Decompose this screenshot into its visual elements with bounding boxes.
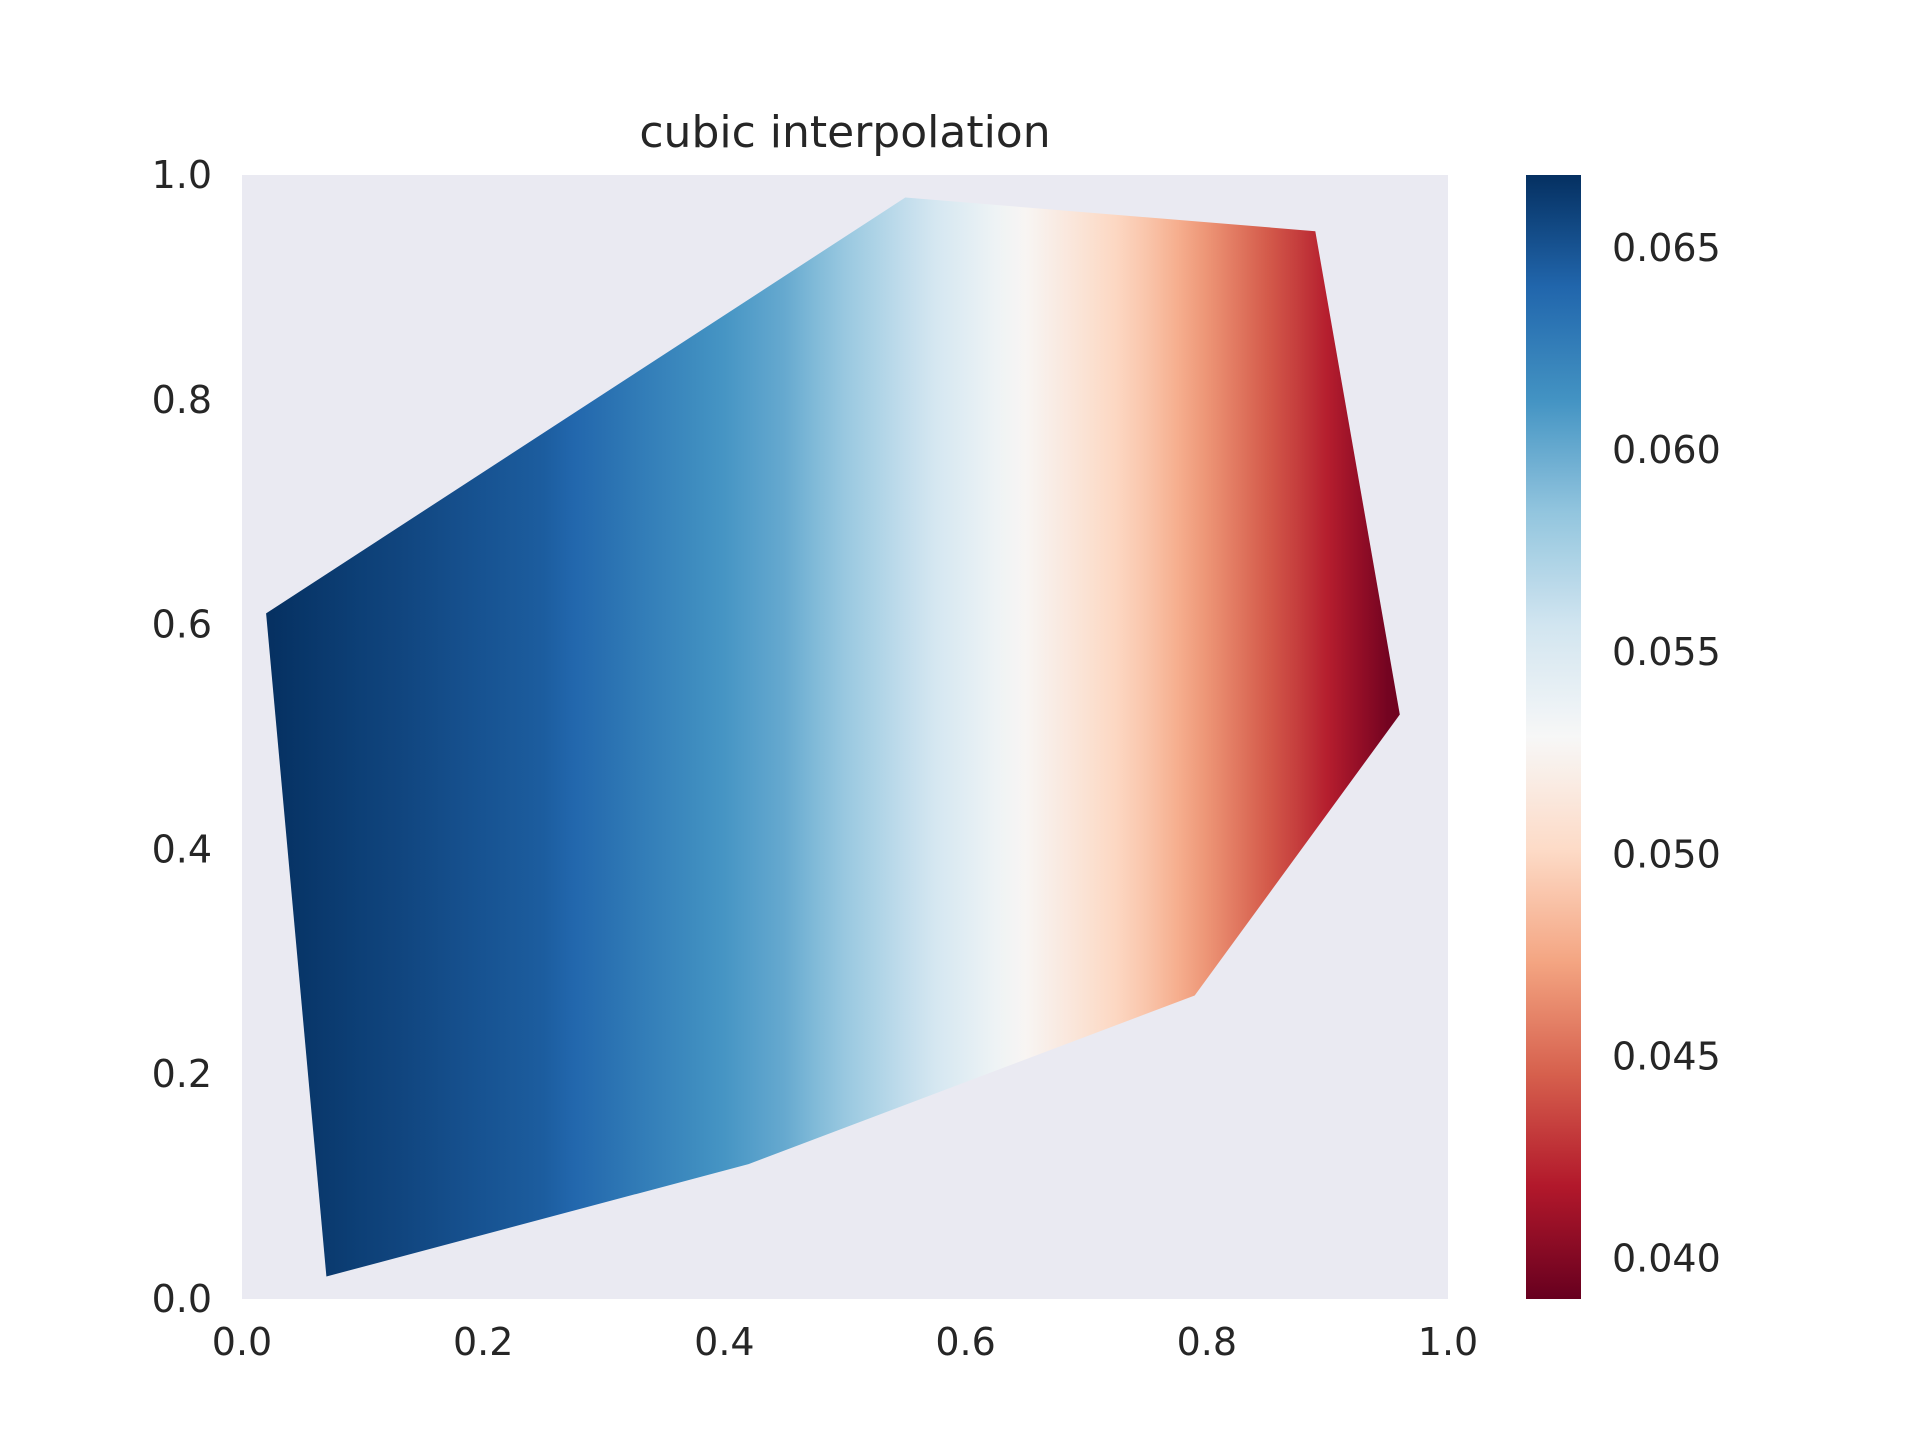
colorbar <box>1526 175 1581 1299</box>
y-tick-label: 0.4 <box>152 827 212 871</box>
x-tick-label: 0.6 <box>935 1320 995 1364</box>
x-tick-label: 1.0 <box>1418 1320 1478 1364</box>
y-tick-label: 0.2 <box>152 1052 212 1096</box>
y-tick-label: 0.0 <box>152 1277 212 1321</box>
colorbar-tick-label: 0.050 <box>1612 832 1721 876</box>
interpolated-field <box>266 197 1400 1277</box>
colorbar-tick-label: 0.055 <box>1612 630 1721 674</box>
colorbar-tick-label: 0.045 <box>1612 1034 1721 1078</box>
chart-title: cubic interpolation <box>639 107 1050 158</box>
colorbar-tick-label: 0.040 <box>1612 1237 1721 1281</box>
colorbar-tick-label: 0.065 <box>1612 226 1721 270</box>
x-tick-label: 0.2 <box>453 1320 513 1364</box>
y-tick-label: 1.0 <box>152 153 212 197</box>
x-tick-label: 0.8 <box>1177 1320 1237 1364</box>
colorbar-tick-label: 0.060 <box>1612 428 1721 472</box>
y-tick-label: 0.6 <box>152 603 212 647</box>
y-tick-label: 0.8 <box>152 378 212 422</box>
x-tick-label: 0.0 <box>212 1320 272 1364</box>
x-tick-label: 0.4 <box>694 1320 754 1364</box>
